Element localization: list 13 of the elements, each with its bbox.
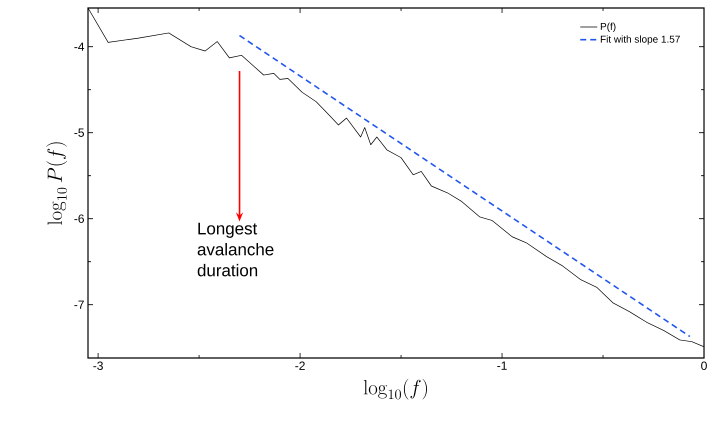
y-tick-label: -5 (74, 128, 84, 137)
legend-label: P(f) (600, 22, 616, 32)
y-tick-label: -6 (74, 214, 84, 223)
x-axis-title: $\log_{10}(f)$ (364, 378, 427, 400)
x-tick-label: -2 (295, 362, 305, 370)
annotation: Longest avalanche duration (198, 222, 274, 276)
x-tick-label: 0 (701, 362, 707, 370)
y-axis-title: $\log_{10} P(f)$ (46, 142, 68, 225)
x-tick-label: -1 (497, 362, 507, 370)
y-tick-label: -7 (74, 300, 84, 309)
x-tick-label: -3 (93, 362, 103, 370)
legend-label: Fit with slope 1.57 (600, 35, 680, 45)
y-tick-label: -4 (74, 42, 84, 51)
